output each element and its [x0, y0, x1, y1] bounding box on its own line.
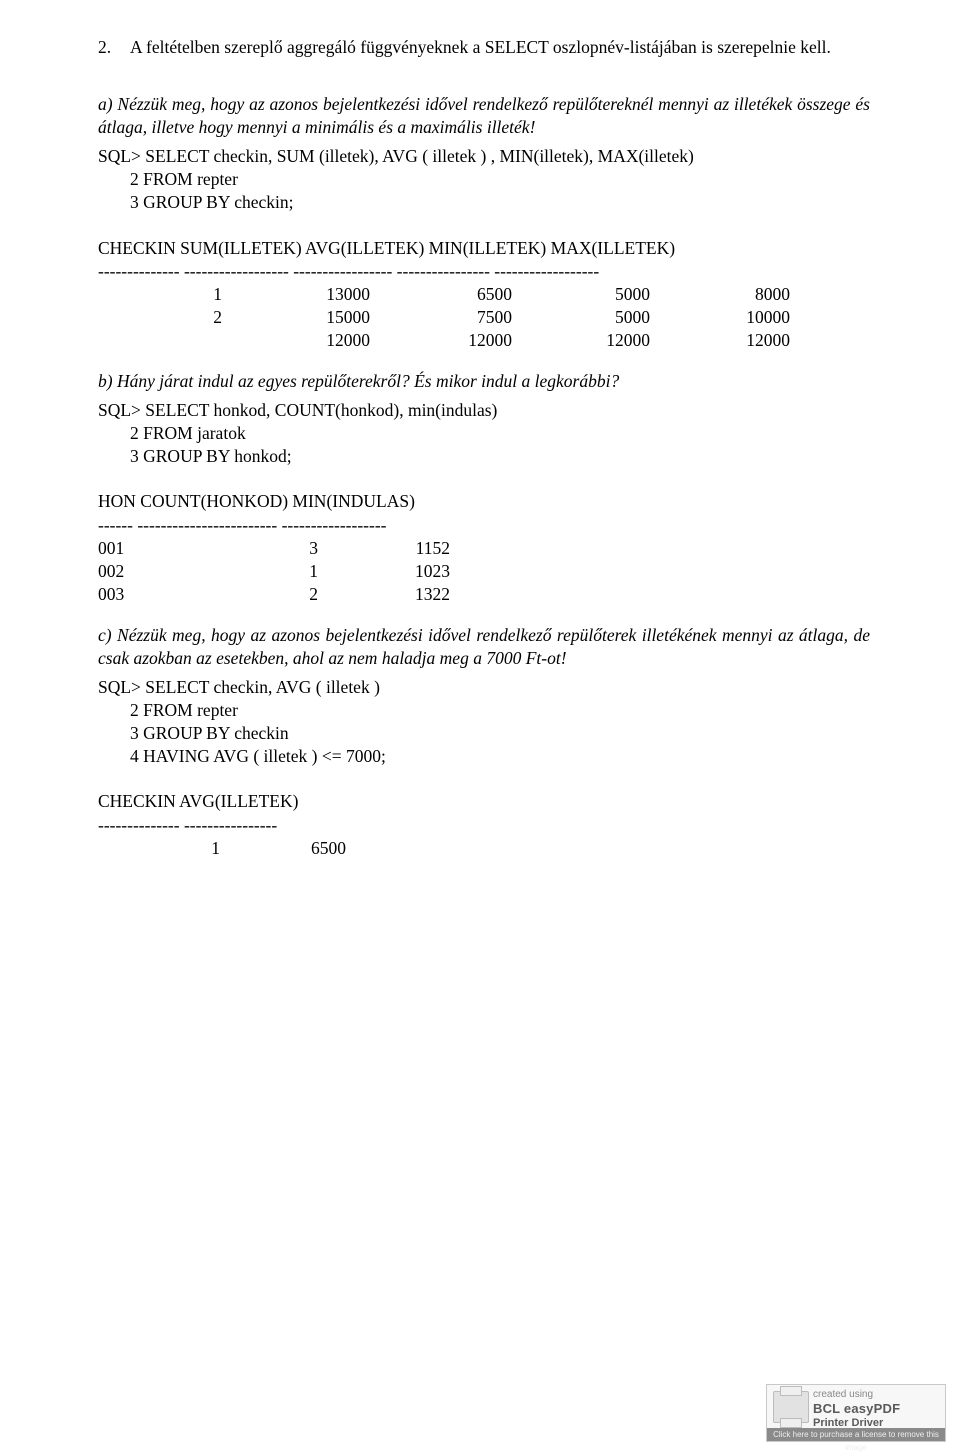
section-c-lead-text: c) Nézzük meg, hogy az azonos bejelentke…	[98, 625, 870, 668]
sql-text: 3 GROUP BY honkod;	[130, 445, 870, 468]
section-c-lead: c) Nézzük meg, hogy az azonos bejelentke…	[98, 624, 870, 670]
sql-line: SQL> SELECT checkin, SUM (illetek), AVG …	[98, 145, 870, 168]
table-row: 1 6500	[98, 837, 346, 860]
section-b-result: HON COUNT(HONKOD) MIN(INDULAS) ------ --…	[98, 490, 870, 605]
table-row: 12000 12000 12000 12000	[98, 329, 790, 352]
result-divider: -------------- ------------------ ------…	[98, 260, 870, 283]
cell: 1023	[318, 560, 450, 583]
result-header: CHECKIN AVG(ILLETEK)	[98, 790, 870, 813]
sql-text: 2 FROM repter	[130, 168, 870, 191]
result-header: HON COUNT(HONKOD) MIN(INDULAS)	[98, 490, 870, 513]
section-b-sql: SQL> SELECT honkod, COUNT(honkod), min(i…	[98, 399, 870, 468]
sql-text: 3 GROUP BY checkin	[130, 722, 870, 745]
section-a: a) Nézzük meg, hogy az azonos bejelentke…	[98, 93, 870, 139]
cell: 2	[98, 306, 222, 329]
spacer	[98, 606, 870, 624]
spacer	[98, 352, 870, 370]
sql-text: 2 FROM repter	[130, 699, 870, 722]
result-table-a: 1 13000 6500 5000 8000 2 15000 7500 5000…	[98, 283, 790, 352]
section-a-lead-text: a) Nézzük meg, hogy az azonos bejelentke…	[98, 94, 870, 137]
section-a-lead: a) Nézzük meg, hogy az azonos bejelentke…	[98, 93, 870, 139]
cell: 1152	[318, 537, 450, 560]
list-item-2: 2. A feltételben szereplő aggregáló függ…	[98, 36, 870, 59]
cell: 001	[98, 537, 138, 560]
result-table-c: 1 6500	[98, 837, 346, 860]
cell: 1322	[318, 583, 450, 606]
cell: 10000	[650, 306, 790, 329]
table-row: 001 3 1152	[98, 537, 450, 560]
spacer	[98, 768, 870, 786]
cell: 003	[98, 583, 138, 606]
list-item-number: 2.	[98, 36, 130, 59]
cell: 13000	[222, 283, 370, 306]
cell: 1	[138, 560, 318, 583]
cell: 7500	[370, 306, 512, 329]
cell: 2	[138, 583, 318, 606]
sql-line: SQL> SELECT honkod, COUNT(honkod), min(i…	[98, 399, 870, 422]
cell: 002	[98, 560, 138, 583]
section-c: c) Nézzük meg, hogy az azonos bejelentke…	[98, 624, 870, 670]
table-row: 2 15000 7500 5000 10000	[98, 306, 790, 329]
cell: 6500	[220, 837, 346, 860]
spacer	[98, 468, 870, 486]
sql-line: 2 FROM repter 3 GROUP BY checkin 4 HAVIN…	[130, 699, 870, 768]
cell: 3	[138, 537, 318, 560]
result-table-b: 001 3 1152 002 1 1023 003 2 1322	[98, 537, 450, 606]
sql-line: 2 FROM repter 3 GROUP BY checkin;	[130, 168, 870, 214]
table-row: 003 2 1322	[98, 583, 450, 606]
watermark-line2: BCL easyPDF	[813, 1401, 939, 1417]
cell	[98, 329, 222, 352]
result-header: CHECKIN SUM(ILLETEK) AVG(ILLETEK) MIN(IL…	[98, 237, 870, 260]
sql-line: 2 FROM jaratok 3 GROUP BY honkod;	[130, 422, 870, 468]
pdf-watermark: created using BCL easyPDF Printer Driver…	[766, 1384, 946, 1442]
sql-text: 4 HAVING AVG ( illetek ) <= 7000;	[130, 745, 870, 768]
section-c-result: CHECKIN AVG(ILLETEK) -------------- ----…	[98, 790, 870, 859]
cell: 1	[98, 837, 220, 860]
list-item-text: A feltételben szereplő aggregáló függvén…	[130, 36, 870, 59]
section-b-lead-text: b) Hány járat indul az egyes repülőterek…	[98, 371, 619, 391]
printer-icon	[773, 1391, 809, 1423]
section-a-sql: SQL> SELECT checkin, SUM (illetek), AVG …	[98, 145, 870, 214]
cell: 8000	[650, 283, 790, 306]
spacer	[98, 215, 870, 233]
cell: 12000	[370, 329, 512, 352]
result-divider: -------------- ----------------	[98, 814, 870, 837]
sql-text: 3 GROUP BY checkin;	[130, 191, 870, 214]
cell: 5000	[512, 283, 650, 306]
section-a-result: CHECKIN SUM(ILLETEK) AVG(ILLETEK) MIN(IL…	[98, 237, 870, 352]
cell: 12000	[222, 329, 370, 352]
cell: 15000	[222, 306, 370, 329]
result-divider: ------ ------------------------ --------…	[98, 514, 870, 537]
table-row: 002 1 1023	[98, 560, 450, 583]
sql-line: SQL> SELECT checkin, AVG ( illetek )	[98, 676, 870, 699]
section-b: b) Hány járat indul az egyes repülőterek…	[98, 370, 870, 393]
cell: 12000	[512, 329, 650, 352]
section-b-lead: b) Hány járat indul az egyes repülőterek…	[98, 370, 870, 393]
watermark-bar[interactable]: Click here to purchase a license to remo…	[767, 1428, 945, 1441]
cell: 12000	[650, 329, 790, 352]
cell: 5000	[512, 306, 650, 329]
section-c-sql: SQL> SELECT checkin, AVG ( illetek ) 2 F…	[98, 676, 870, 768]
cell: 6500	[370, 283, 512, 306]
watermark-line1: created using	[813, 1389, 939, 1401]
sql-text: 2 FROM jaratok	[130, 422, 870, 445]
page: 2. A feltételben szereplő aggregáló függ…	[0, 0, 960, 1456]
cell: 1	[98, 283, 222, 306]
table-row: 1 13000 6500 5000 8000	[98, 283, 790, 306]
